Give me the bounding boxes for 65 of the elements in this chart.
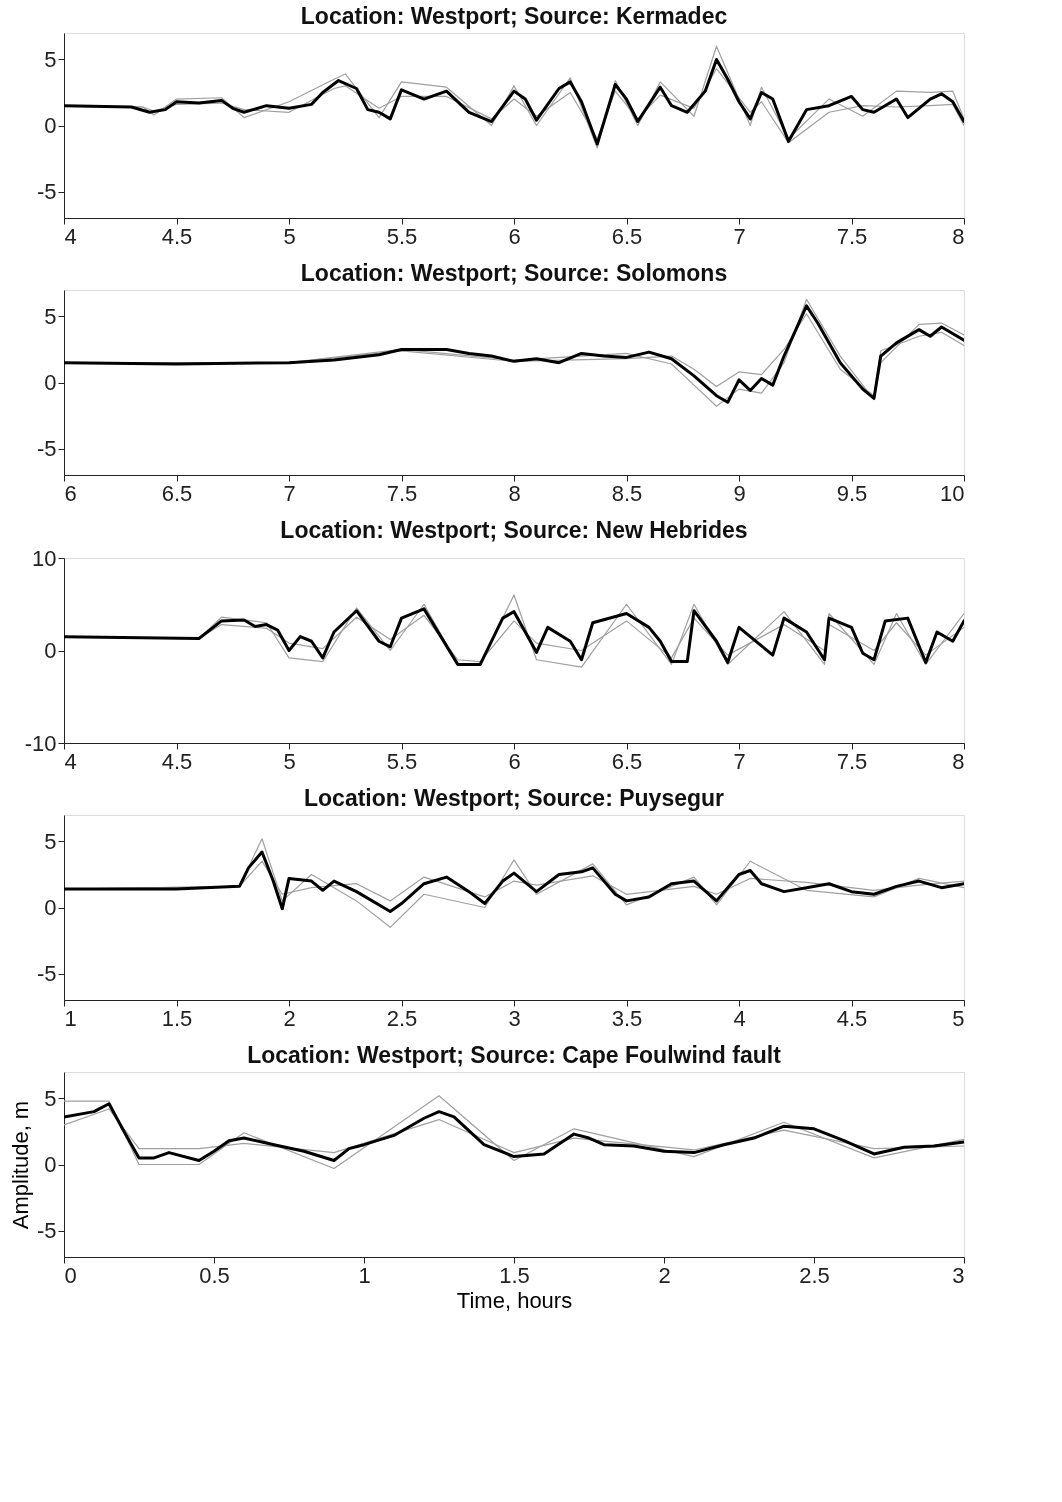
- x-tick-label: 7.5: [836, 748, 868, 774]
- x-tick-label: 2.5: [386, 1005, 418, 1031]
- x-tick-label: 6: [508, 223, 521, 249]
- x-tick-label: 5: [283, 748, 296, 774]
- x-tick-label: 0: [64, 1262, 77, 1288]
- chart-title: Location: Westport; Source: Puysegur: [303, 785, 725, 811]
- x-tick-label: 4.5: [161, 748, 193, 774]
- y-tick-label: 0: [44, 895, 57, 920]
- x-tick-label: 8: [952, 223, 965, 249]
- x-tick-label: 7: [733, 748, 746, 774]
- x-tick-label: 4.5: [836, 1005, 868, 1031]
- y-tick-label: -5: [36, 179, 57, 205]
- x-tick-label: 6: [508, 748, 521, 774]
- x-tick-label: 6.5: [611, 223, 643, 249]
- x-tick-label: 10: [940, 480, 965, 506]
- x-tick-label: 1.5: [499, 1262, 530, 1288]
- y-tick-label: 0: [44, 638, 57, 663]
- x-tick-label: 4: [64, 748, 77, 774]
- x-tick-label: 2: [283, 1005, 296, 1031]
- x-tick-label: 9.5: [836, 480, 868, 506]
- x-tick-label: 6: [64, 480, 77, 506]
- y-tick-label: 0: [44, 1152, 57, 1177]
- x-tick-label: 6.5: [611, 748, 643, 774]
- y-tick-label: -5: [36, 436, 57, 462]
- y-axis-title: Amplitude, m: [7, 1100, 33, 1230]
- x-tick-label: 7.5: [386, 480, 418, 506]
- x-tick-label: 4: [733, 1005, 746, 1031]
- y-tick-label: 0: [44, 370, 57, 395]
- x-tick-label: 8.5: [611, 480, 643, 506]
- chart-title: Location: Westport; Source: Cape Foulwind fault: [247, 1042, 782, 1068]
- y-tick-label: 5: [44, 303, 57, 329]
- x-tick-label: 1.5: [161, 1005, 193, 1031]
- x-tick-label: 4: [64, 223, 77, 249]
- x-tick-label: 3: [952, 1262, 965, 1288]
- x-tick-label: 8: [508, 480, 521, 506]
- x-tick-label: 4.5: [161, 223, 193, 249]
- x-tick-label: 7.5: [836, 223, 868, 249]
- x-tick-label: 7: [283, 480, 296, 506]
- chart-title: Location: Westport; Source: Kermadec: [300, 3, 728, 29]
- x-tick-label: 5.5: [386, 223, 418, 249]
- x-tick-label: 9: [733, 480, 746, 506]
- y-tick-label: 5: [44, 46, 57, 72]
- x-tick-label: 5: [283, 223, 296, 249]
- y-tick-label: -5: [36, 1218, 57, 1244]
- chart-title: Location: Westport; Source: Solomons: [300, 260, 728, 286]
- x-tick-label: 2.5: [799, 1262, 830, 1288]
- x-tick-label: 0.5: [199, 1262, 230, 1288]
- y-tick-label: 10: [32, 545, 57, 571]
- y-tick-label: 0: [44, 113, 57, 138]
- x-tick-label: 1: [358, 1262, 371, 1288]
- x-axis-title: Time, hours: [456, 1287, 573, 1313]
- y-tick-label: 5: [44, 828, 57, 854]
- y-tick-label: -5: [36, 961, 57, 987]
- y-tick-label: -10: [24, 730, 57, 756]
- y-tick-label: 5: [44, 1085, 57, 1111]
- x-tick-label: 3.5: [611, 1005, 643, 1031]
- x-tick-label: 6.5: [161, 480, 193, 506]
- x-tick-label: 1: [64, 1005, 77, 1031]
- x-tick-label: 7: [733, 223, 746, 249]
- x-tick-label: 3: [508, 1005, 521, 1031]
- x-tick-label: 5.5: [386, 748, 418, 774]
- x-tick-label: 2: [658, 1262, 671, 1288]
- x-tick-label: 8: [952, 748, 965, 774]
- chart-title: Location: Westport; Source: New Hebrides: [280, 517, 748, 543]
- x-tick-label: 5: [952, 1005, 965, 1031]
